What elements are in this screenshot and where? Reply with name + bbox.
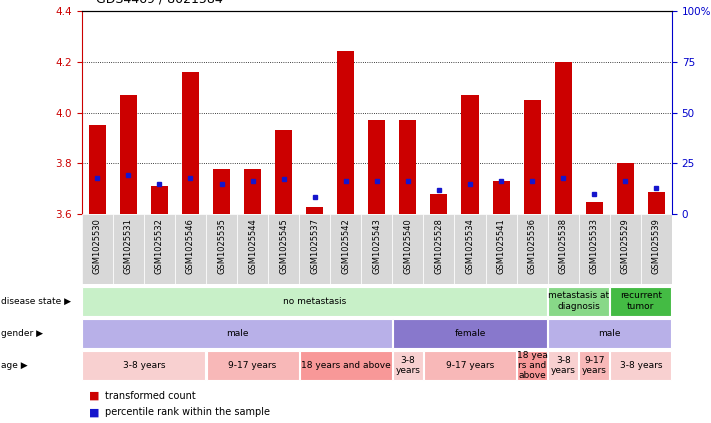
Bar xyxy=(306,207,324,214)
Bar xyxy=(182,72,199,214)
Bar xyxy=(144,214,175,284)
Bar xyxy=(517,351,547,380)
Bar xyxy=(206,214,237,284)
Bar xyxy=(611,286,671,316)
Bar xyxy=(82,286,547,316)
Text: GDS4469 / 8021584: GDS4469 / 8021584 xyxy=(96,0,223,5)
Text: GSM1025543: GSM1025543 xyxy=(373,218,381,274)
Bar xyxy=(548,286,609,316)
Bar xyxy=(547,214,579,284)
Bar xyxy=(548,319,671,348)
Bar xyxy=(330,214,361,284)
Bar xyxy=(113,214,144,284)
Text: GSM1025529: GSM1025529 xyxy=(621,218,630,274)
Text: no metastasis: no metastasis xyxy=(283,297,346,306)
Bar xyxy=(175,214,206,284)
Text: ■: ■ xyxy=(89,407,103,418)
Text: transformed count: transformed count xyxy=(105,390,196,401)
Text: GSM1025535: GSM1025535 xyxy=(217,218,226,274)
Text: GSM1025531: GSM1025531 xyxy=(124,218,133,274)
Text: GSM1025532: GSM1025532 xyxy=(155,218,164,274)
Text: 3-8
years: 3-8 years xyxy=(551,356,576,375)
Text: 3-8 years: 3-8 years xyxy=(122,361,165,370)
Text: 18 years and above: 18 years and above xyxy=(301,361,390,370)
Bar xyxy=(368,120,385,214)
Text: GSM1025538: GSM1025538 xyxy=(559,218,567,274)
Text: GSM1025533: GSM1025533 xyxy=(589,218,599,274)
Bar xyxy=(486,214,517,284)
Text: male: male xyxy=(226,329,248,338)
Text: GSM1025534: GSM1025534 xyxy=(466,218,474,274)
Bar xyxy=(616,164,634,214)
Bar xyxy=(430,194,447,214)
Bar xyxy=(237,214,268,284)
Bar xyxy=(400,120,417,214)
Text: GSM1025539: GSM1025539 xyxy=(652,218,661,274)
Text: 18 yea
rs and
above: 18 yea rs and above xyxy=(517,351,547,380)
Text: age ▶: age ▶ xyxy=(1,361,27,370)
Bar xyxy=(299,214,330,284)
Text: 3-8
years: 3-8 years xyxy=(395,356,420,375)
Bar xyxy=(454,214,486,284)
Text: disease state ▶: disease state ▶ xyxy=(1,297,70,306)
Text: ■: ■ xyxy=(89,390,103,401)
Text: GSM1025546: GSM1025546 xyxy=(186,218,195,274)
Bar xyxy=(82,214,113,284)
Text: GSM1025540: GSM1025540 xyxy=(403,218,412,274)
Bar xyxy=(207,351,299,380)
Bar xyxy=(82,351,205,380)
Text: male: male xyxy=(599,329,621,338)
Bar xyxy=(392,214,424,284)
Bar xyxy=(244,169,261,214)
Bar xyxy=(337,51,354,214)
Bar xyxy=(393,319,547,348)
Bar xyxy=(424,351,516,380)
Text: 9-17 years: 9-17 years xyxy=(446,361,494,370)
Text: GSM1025528: GSM1025528 xyxy=(434,218,444,274)
Text: percentile rank within the sample: percentile rank within the sample xyxy=(105,407,269,418)
Bar xyxy=(120,95,137,214)
Bar xyxy=(493,181,510,214)
Text: GSM1025537: GSM1025537 xyxy=(310,218,319,274)
Bar xyxy=(555,61,572,214)
Bar xyxy=(213,169,230,214)
Bar xyxy=(424,214,454,284)
Bar xyxy=(517,214,547,284)
Bar xyxy=(82,319,392,348)
Bar xyxy=(151,187,168,214)
Bar xyxy=(89,125,106,214)
Bar xyxy=(523,100,540,214)
Text: GSM1025545: GSM1025545 xyxy=(279,218,288,274)
Bar xyxy=(579,214,610,284)
Text: GSM1025536: GSM1025536 xyxy=(528,218,537,274)
Text: GSM1025544: GSM1025544 xyxy=(248,218,257,274)
Text: gender ▶: gender ▶ xyxy=(1,329,43,338)
Text: GSM1025542: GSM1025542 xyxy=(341,218,351,274)
Text: 9-17
years: 9-17 years xyxy=(582,356,606,375)
Text: 3-8 years: 3-8 years xyxy=(619,361,662,370)
Text: recurrent
tumor: recurrent tumor xyxy=(620,291,662,311)
Bar xyxy=(610,214,641,284)
Bar xyxy=(268,214,299,284)
Bar xyxy=(361,214,392,284)
Text: female: female xyxy=(454,329,486,338)
Bar xyxy=(275,130,292,214)
Bar xyxy=(641,214,672,284)
Text: GSM1025541: GSM1025541 xyxy=(496,218,506,274)
Bar xyxy=(461,95,479,214)
Bar xyxy=(586,202,603,214)
Bar xyxy=(648,192,665,214)
Text: GSM1025530: GSM1025530 xyxy=(93,218,102,274)
Bar xyxy=(548,351,578,380)
Bar xyxy=(393,351,423,380)
Text: metastasis at
diagnosis: metastasis at diagnosis xyxy=(548,291,609,311)
Bar xyxy=(579,351,609,380)
Bar xyxy=(300,351,392,380)
Text: 9-17 years: 9-17 years xyxy=(228,361,277,370)
Bar xyxy=(611,351,671,380)
